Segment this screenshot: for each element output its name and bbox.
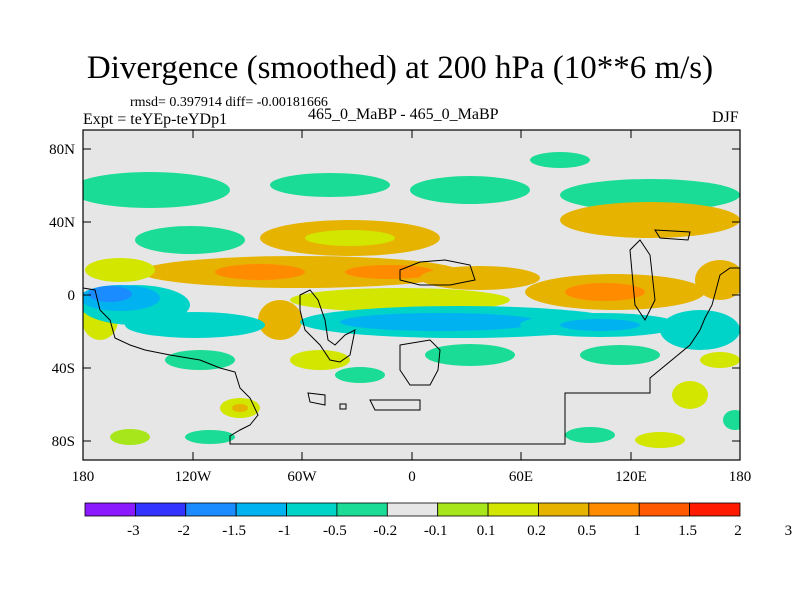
colorbar-swatch xyxy=(638,502,691,517)
y-tick-label: 80N xyxy=(49,142,75,158)
contour-region xyxy=(530,152,590,168)
colorbar-label: -3 xyxy=(127,523,140,539)
colorbar-swatch xyxy=(185,502,237,517)
colorbar-swatch xyxy=(286,502,338,517)
season-label: DJF xyxy=(712,109,739,126)
y-axis-ticks xyxy=(83,148,740,442)
experiment-label: Expt = teYEp-teYDp1 xyxy=(83,111,228,128)
colorbar-label: -0.2 xyxy=(373,523,397,539)
coastline xyxy=(369,399,421,411)
contour-region xyxy=(340,313,540,331)
y-axis-labels: 80N 40N 0 40S 80S xyxy=(49,142,75,450)
colorbar-label: 0.2 xyxy=(527,523,546,539)
coastline xyxy=(339,403,347,410)
x-tick-label: 180 xyxy=(72,469,95,485)
colorbar-swatch xyxy=(437,502,489,517)
coastline xyxy=(399,259,476,286)
x-axis-ticks xyxy=(192,130,632,460)
coastline xyxy=(299,289,356,363)
x-tick-label: 60E xyxy=(509,469,533,485)
contour-region xyxy=(258,300,302,340)
colorbar-swatch xyxy=(336,502,388,517)
colorbar-swatch xyxy=(588,502,640,517)
colorbar-label: -1 xyxy=(278,523,291,539)
contour-region xyxy=(125,312,265,338)
contour-region xyxy=(135,226,245,254)
contour-region xyxy=(425,344,515,366)
contour-region xyxy=(85,258,155,282)
contour-region xyxy=(88,286,132,302)
x-tick-label: 180 xyxy=(729,469,752,485)
x-tick-label: 120E xyxy=(615,469,647,485)
contour-region xyxy=(290,288,510,312)
coastline xyxy=(399,339,441,386)
colorbar-swatch xyxy=(235,502,287,517)
colorbar-label: 3 xyxy=(785,523,793,539)
contour-region xyxy=(635,432,685,448)
stats-label: rmsd= 0.397914 diff= -0.00181666 xyxy=(130,95,328,110)
contour-region xyxy=(565,283,645,301)
y-tick-label: 40N xyxy=(49,215,75,231)
contour-region xyxy=(215,264,305,280)
contour-region xyxy=(672,381,708,409)
contour-region xyxy=(270,173,390,197)
contour-region xyxy=(580,345,660,365)
colorbar-swatch xyxy=(487,502,539,517)
x-tick-label: 120W xyxy=(175,469,213,485)
colorbar-label: 0.5 xyxy=(577,523,596,539)
case-label: 465_0_MaBP - 465_0_MaBP xyxy=(308,106,499,123)
map-field xyxy=(83,130,740,460)
colorbar-label: 2 xyxy=(734,523,742,539)
contour-region xyxy=(420,266,540,290)
contour-region xyxy=(700,352,740,368)
colorbar-label: -1.5 xyxy=(222,523,246,539)
coastline xyxy=(83,267,740,445)
x-axis-labels: 180 120W 60W 0 60E 120E 180 xyxy=(72,469,752,485)
contour-region xyxy=(723,410,740,430)
x-tick-label: 60W xyxy=(287,469,317,485)
colorbar-swatch xyxy=(386,502,439,517)
contour-region xyxy=(232,404,248,412)
colorbar-labels: -3 -2 -1.5 -1 -0.5 -0.2 -0.1 0.1 0.2 0.5 1 1.5 2 3 xyxy=(127,523,792,539)
colorbar-swatch xyxy=(84,502,136,517)
contour-region xyxy=(560,202,740,238)
y-tick-label: 40S xyxy=(52,361,75,377)
coastline xyxy=(654,229,691,241)
contour-region xyxy=(110,429,150,445)
colorbar-label: -0.5 xyxy=(323,523,347,539)
y-tick-label: 80S xyxy=(52,434,75,450)
contour-region xyxy=(185,430,235,444)
coastline xyxy=(307,392,326,406)
contour-region xyxy=(290,350,350,370)
x-tick-label: 0 xyxy=(408,469,416,485)
colorbar-swatch xyxy=(689,502,741,517)
contour-region xyxy=(335,367,385,383)
contour-region xyxy=(305,230,395,246)
colorbar xyxy=(84,502,741,517)
contour-region xyxy=(560,179,740,211)
colorbar-label: 0.1 xyxy=(477,523,496,539)
colorbar-label: -0.1 xyxy=(424,523,448,539)
colorbar-label: 1 xyxy=(633,523,641,539)
colorbar-swatch xyxy=(538,502,590,517)
map-title: Divergence (smoothed) at 200 hPa (10**6 … xyxy=(86,50,714,86)
contour-region xyxy=(83,172,230,208)
colorbar-label: 1.5 xyxy=(678,523,697,539)
colorbar-swatch xyxy=(134,502,187,517)
contour-region xyxy=(695,260,740,300)
contour-region xyxy=(345,265,435,279)
coastline xyxy=(629,239,656,321)
contour-region xyxy=(565,427,615,443)
contour-region xyxy=(410,176,530,204)
y-tick-label: 0 xyxy=(68,288,76,304)
contour-region xyxy=(560,319,640,331)
colorbar-label: -2 xyxy=(178,523,191,539)
